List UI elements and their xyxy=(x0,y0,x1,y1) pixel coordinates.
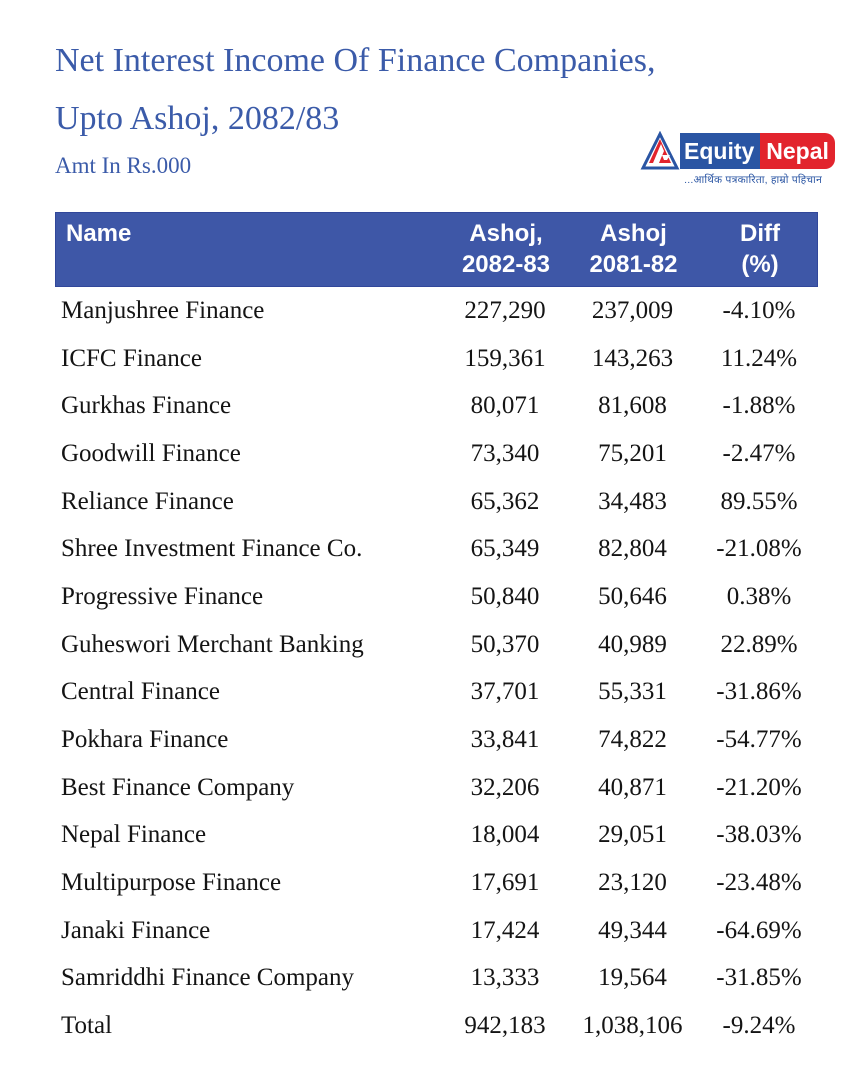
diff-percent-cell: -21.20% xyxy=(716,773,802,801)
company-name-cell: Pokhara Finance xyxy=(61,726,229,754)
diff-percent-cell: -1.88% xyxy=(722,392,796,420)
diff-percent-cell: -21.08% xyxy=(716,535,802,563)
ashoj-2081-value-cell: 23,120 xyxy=(598,869,667,897)
company-name-cell: Nepal Finance xyxy=(61,821,207,849)
table-row: Samriddhi Finance Company 13,333 19,564 -31… xyxy=(55,955,818,1003)
company-name-cell: ICFC Finance xyxy=(61,344,202,372)
company-name-cell: Guheswori Merchant Banking xyxy=(61,630,364,658)
company-name-cell: Janaki Finance xyxy=(61,916,211,944)
ashoj-2081-value-cell: 74,822 xyxy=(598,726,667,754)
company-name-cell: Multipurpose Finance xyxy=(61,869,282,897)
ashoj-2082-value-cell: 80,071 xyxy=(470,392,540,420)
ashoj-2081-value-cell: 40,871 xyxy=(598,773,667,801)
ashoj-2082-value-cell: 65,362 xyxy=(470,487,540,515)
column-header-ashoj-2082: Ashoj, 2082-83 xyxy=(461,220,551,278)
ashoj-2081-value-cell: 143,263 xyxy=(591,344,674,372)
mountain-triangle-icon xyxy=(640,130,680,171)
ashoj-2082-value-cell: 159,361 xyxy=(464,344,546,372)
ashoj-2081-value-cell: 82,804 xyxy=(598,535,667,563)
table-row: Nepal Finance 18,004 29,051 -38.03% xyxy=(55,812,818,860)
column-header-name: Name xyxy=(66,220,132,247)
diff-percent-cell: 89.55% xyxy=(720,487,798,515)
ashoj-2082-value-cell: 65,349 xyxy=(470,535,540,563)
ashoj-2082-value-cell: 37,701 xyxy=(470,678,540,706)
table-row: Goodwill Finance 73,340 75,201 -2.47% xyxy=(55,430,818,478)
diff-percent-cell: -2.47% xyxy=(722,439,796,467)
ashoj-2082-value-cell: 17,691 xyxy=(470,869,540,897)
company-name-cell: Best Finance Company xyxy=(61,773,295,801)
table-row: ICFC Finance 159,361 143,263 11.24% xyxy=(55,335,818,383)
diff-percent-cell: -31.86% xyxy=(716,678,802,706)
diff-percent-cell: -31.85% xyxy=(716,964,802,992)
logo-text-nepal: Nepal xyxy=(760,133,835,169)
page-title: Net Interest Income Of Finance Companies… xyxy=(55,32,655,148)
page-title-line2: Upto Ashoj, 2082/83 xyxy=(55,100,340,137)
table-row: Progressive Finance 50,840 50,646 0.38% xyxy=(55,573,818,621)
table-row: Manjushree Finance 227,290 237,009 -4.10% xyxy=(55,287,818,335)
diff-percent-cell: -23.48% xyxy=(716,869,802,897)
logo-tagline: ...आर्थिक पत्रकारिता, हाम्रो पहिचान xyxy=(684,174,822,186)
diff-percent-cell: -64.69% xyxy=(716,916,802,944)
diff-percent-cell: 11.24% xyxy=(720,344,798,372)
company-name-cell: Reliance Finance xyxy=(61,487,234,515)
table-row: Pokhara Finance 33,841 74,822 -54.77% xyxy=(55,716,818,764)
table-row: Gurkhas Finance 80,071 81,608 -1.88% xyxy=(55,382,818,430)
ashoj-2081-value-cell: 55,331 xyxy=(598,678,667,706)
ashoj-2082-value-cell: 33,841 xyxy=(470,726,540,754)
ashoj-2081-value-cell: 1,038,106 xyxy=(582,1012,683,1040)
page-title-line1: Net Interest Income Of Finance Companies… xyxy=(55,42,656,79)
ashoj-2082-value-cell: 13,333 xyxy=(470,964,540,992)
ashoj-2081-value-cell: 40,989 xyxy=(598,630,667,658)
ashoj-2082-value-cell: 942,183 xyxy=(464,1012,546,1040)
company-name-cell: Central Finance xyxy=(61,678,220,706)
table-row: Reliance Finance 65,362 34,483 89.55% xyxy=(55,478,818,526)
diff-percent-cell: -38.03% xyxy=(716,821,802,849)
ashoj-2081-value-cell: 237,009 xyxy=(591,296,674,324)
company-name-cell: Shree Investment Finance Co. xyxy=(61,535,363,563)
equity-nepal-logo: Equity Nepal ...आर्थिक पत्रकारिता, हाम्र… xyxy=(640,130,835,187)
company-name-cell: Samriddhi Finance Company xyxy=(61,964,355,992)
company-name-cell: Progressive Finance xyxy=(61,582,264,610)
ashoj-2082-value-cell: 17,424 xyxy=(470,916,540,944)
ashoj-2082-value-cell: 50,370 xyxy=(470,630,540,658)
diff-percent-cell: 0.38% xyxy=(726,582,792,610)
ashoj-2082-value-cell: 32,206 xyxy=(470,773,540,801)
company-name-cell: Manjushree Finance xyxy=(61,296,265,324)
column-header-diff: Diff (%) xyxy=(740,220,780,278)
diff-percent-cell: -9.24% xyxy=(722,1012,796,1040)
ashoj-2082-value-cell: 73,340 xyxy=(470,439,540,467)
ashoj-2081-value-cell: 49,344 xyxy=(598,916,667,944)
ashoj-2082-value-cell: 18,004 xyxy=(470,821,540,849)
diff-percent-cell: 22.89% xyxy=(720,630,798,658)
ashoj-2081-value-cell: 81,608 xyxy=(598,392,667,420)
diff-percent-cell: -4.10% xyxy=(722,296,796,324)
table-row: Multipurpose Finance 17,691 23,120 -23.48% xyxy=(55,859,818,907)
company-name-cell: Goodwill Finance xyxy=(61,439,241,467)
ashoj-2081-value-cell: 75,201 xyxy=(598,439,667,467)
ashoj-2082-value-cell: 50,840 xyxy=(470,582,540,610)
ashoj-2081-value-cell: 50,646 xyxy=(598,582,667,610)
table-total-row: Total 942,183 1,038,106 -9.24% xyxy=(55,1002,818,1050)
table-header-row: Name Ashoj, 2082-83 Ashoj 2081-82 Diff (… xyxy=(55,212,818,287)
table-body: Manjushree Finance 227,290 237,009 -4.10% IC… xyxy=(55,287,818,1050)
ashoj-2082-value-cell: 227,290 xyxy=(464,296,546,324)
company-name-cell: Total xyxy=(61,1012,113,1040)
diff-percent-cell: -54.77% xyxy=(716,726,802,754)
table-row: Guheswori Merchant Banking 50,370 40,989 22… xyxy=(55,621,818,669)
ashoj-2081-value-cell: 34,483 xyxy=(598,487,667,515)
amount-unit-label: Amt In Rs.000 xyxy=(55,153,192,178)
table-row: Shree Investment Finance Co. 65,349 82,804… xyxy=(55,525,818,573)
finance-table: Name Ashoj, 2082-83 Ashoj 2081-82 Diff (… xyxy=(55,212,818,1050)
table-row: Central Finance 37,701 55,331 -31.86% xyxy=(55,669,818,717)
company-name-cell: Gurkhas Finance xyxy=(61,392,232,420)
table-row: Janaki Finance 17,424 49,344 -64.69% xyxy=(55,907,818,955)
ashoj-2081-value-cell: 19,564 xyxy=(598,964,667,992)
ashoj-2081-value-cell: 29,051 xyxy=(598,821,667,849)
table-row: Best Finance Company 32,206 40,871 -21.20% xyxy=(55,764,818,812)
logo-text-equity: Equity xyxy=(676,133,761,169)
column-header-ashoj-2081: Ashoj 2081-82 xyxy=(589,220,678,278)
